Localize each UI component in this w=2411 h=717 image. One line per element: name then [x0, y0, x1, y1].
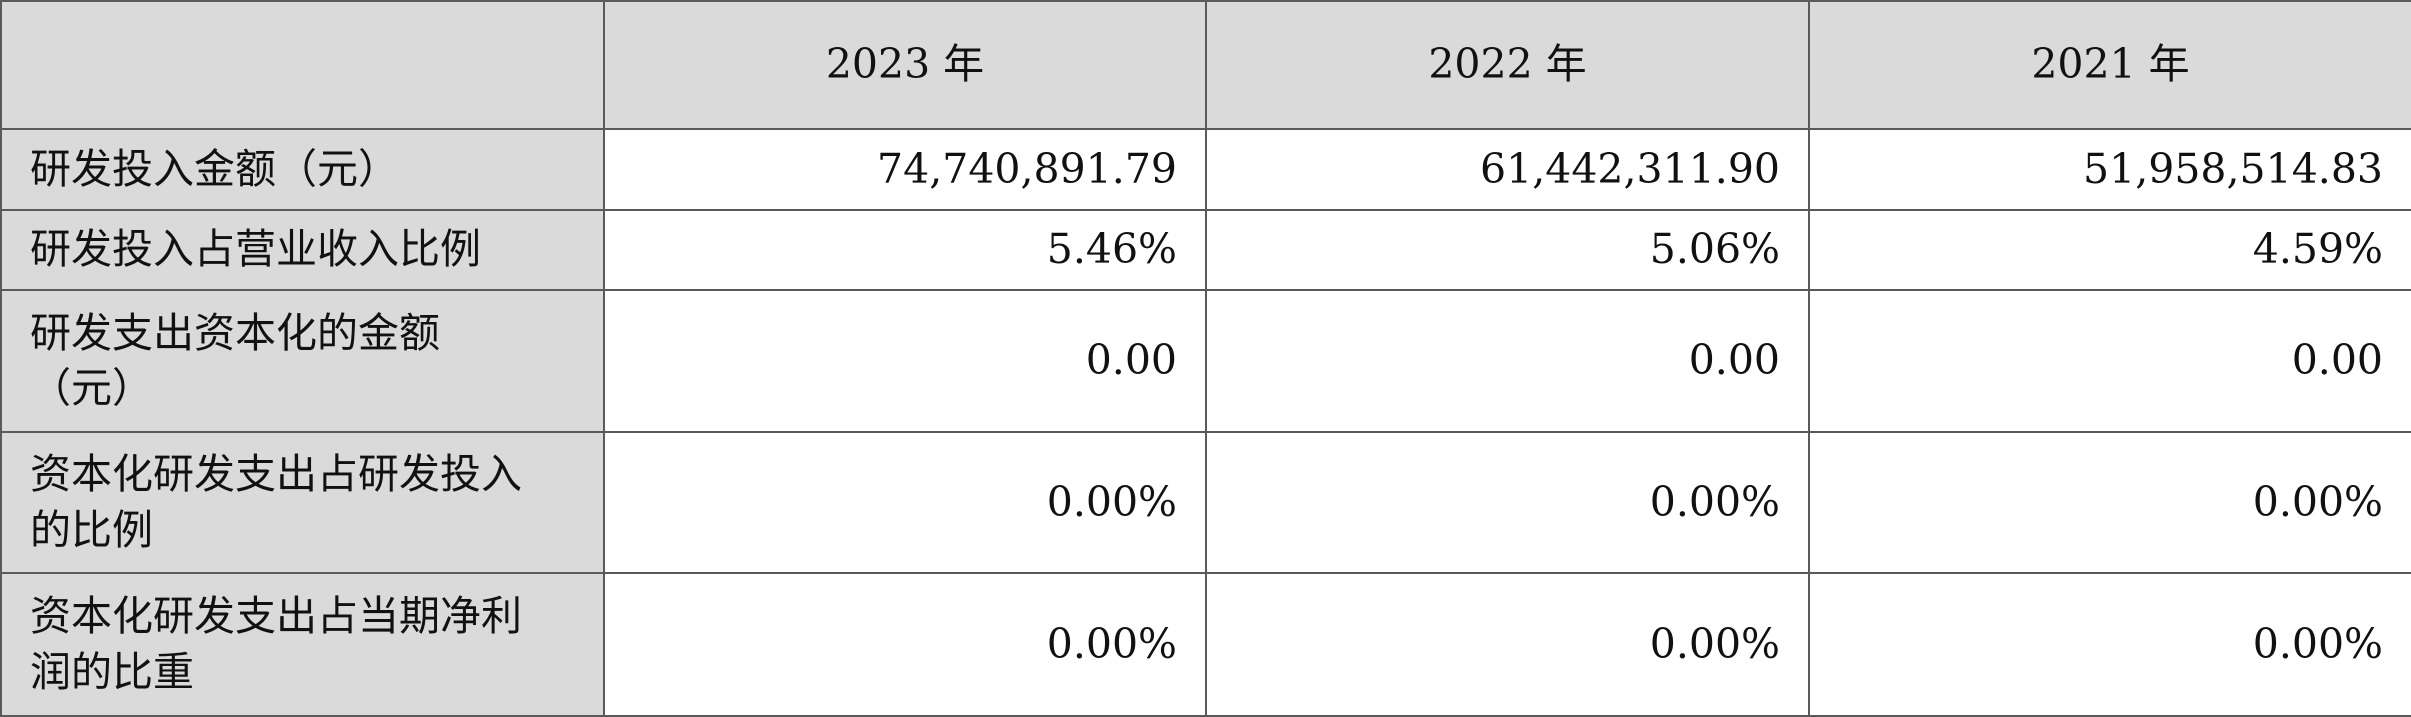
row-label-line: （元）	[30, 364, 153, 412]
row-label-line: 研发投入占营业收入比例	[30, 225, 481, 274]
table-row: 资本化研发支出占当期净利 润的比重 0.00% 0.00% 0.00%	[0, 572, 2411, 717]
row-label-line: 资本化研发支出占当期净利	[30, 592, 522, 641]
row-label: 资本化研发支出占研发投入 的比例	[0, 431, 605, 574]
table-row: 资本化研发支出占研发投入 的比例 0.00% 0.00% 0.00%	[0, 431, 2411, 574]
row-label-line: 润的比重	[30, 647, 194, 696]
value-cell: 0.00%	[1205, 572, 1810, 717]
value-cell: 0.00%	[1808, 431, 2411, 574]
header-cell	[0, 0, 605, 130]
value-cell: 61,442,311.90	[1205, 128, 1810, 211]
value-cell: 5.46%	[603, 209, 1207, 291]
header-cell: 2022 年	[1205, 0, 1810, 130]
row-label: 研发投入占营业收入比例	[0, 209, 605, 291]
table-body: 研发投入金额（元） 74,740,891.79 61,442,311.90 51,95…	[0, 128, 2411, 717]
header-cell: 2023 年	[603, 0, 1207, 130]
header-row: 2023 年 2022 年 2021 年	[0, 0, 2411, 130]
header-cell: 2021 年	[1808, 0, 2411, 130]
row-label-line: 的比例	[30, 505, 153, 554]
value-cell: 0.00	[1205, 289, 1810, 433]
value-cell: 0.00	[603, 289, 1207, 433]
row-label: 研发支出资本化的金额 （元）	[0, 289, 605, 433]
row-label: 研发投入金额（元）	[0, 128, 605, 211]
row-label-line: 资本化研发支出占研发投入	[30, 450, 522, 499]
table-row: 研发投入金额（元） 74,740,891.79 61,442,311.90 51,95…	[0, 128, 2411, 211]
value-cell: 74,740,891.79	[603, 128, 1207, 211]
value-cell: 0.00%	[603, 431, 1207, 574]
value-cell: 4.59%	[1808, 209, 2411, 291]
value-cell: 5.06%	[1205, 209, 1810, 291]
value-cell: 0.00%	[1808, 572, 2411, 717]
value-cell: 51,958,514.83	[1808, 128, 2411, 211]
table-row: 研发投入占营业收入比例 5.46% 5.06% 4.59%	[0, 209, 2411, 291]
row-label: 资本化研发支出占当期净利 润的比重	[0, 572, 605, 717]
row-label-line: 研发投入金额（元）	[30, 144, 399, 193]
row-label-line: 研发支出资本化的金额	[30, 308, 440, 357]
value-cell: 0.00%	[603, 572, 1207, 717]
value-cell: 0.00%	[1205, 431, 1810, 574]
value-cell: 0.00	[1808, 289, 2411, 433]
table-row: 研发支出资本化的金额 （元） 0.00 0.00 0.00	[0, 289, 2411, 433]
